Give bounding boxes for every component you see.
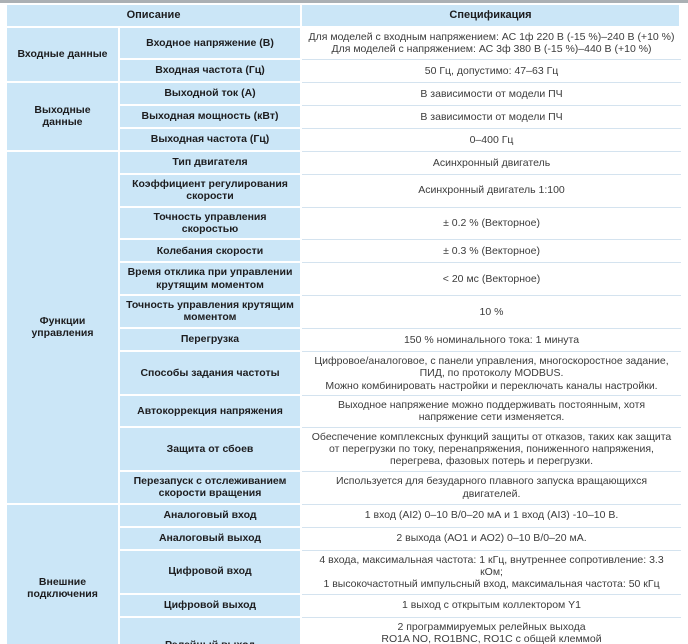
category-cell-output-data: Выходные данные [7,82,120,152]
table-row: Колебания скорости ± 0.3 % (Векторное) [7,240,682,264]
param-cell: Время отклика при управлении крутящим мо… [120,263,303,296]
category-cell-input-data: Входные данные [7,28,120,83]
param-cell: Точность управления крутящим моментом [120,296,303,329]
value-cell: Для моделей с входным напряжением: АС 1ф… [302,28,682,60]
value-cell: Используется для безударного плавного за… [302,471,682,505]
param-cell: Входное напряжение (В) [120,28,303,60]
param-cell: Перегрузка [120,328,303,352]
table-row: Выходная мощность (кВт) В зависимости от… [7,105,682,129]
value-cell: 50 Гц, допустимо: 47–63 Гц [302,59,682,83]
value-cell: 0–400 Гц [302,128,682,152]
value-cell: 4 входа, максимальная частота: 1 кГц, вн… [302,550,682,595]
param-cell: Входная частота (Гц) [120,59,303,83]
value-cell: В зависимости от модели ПЧ [302,82,682,106]
param-cell: Защита от сбоев [120,427,303,472]
param-cell: Выходной ток (А) [120,82,303,106]
column-header-specification: Спецификация [302,5,682,28]
value-cell: Обеспечение комплексных функций защиты о… [302,427,682,472]
value-cell: 150 % номинального тока: 1 минута [302,328,682,352]
table-row: Автокоррекция напряжения Выходное напряж… [7,395,682,428]
param-cell: Тип двигателя [120,151,303,175]
table-row: Входные данные Входное напряжение (В) Дл… [7,28,682,83]
param-cell: Автокоррекция напряжения [120,395,303,428]
value-cell: В зависимости от модели ПЧ [302,105,682,129]
param-cell: Аналоговый вход [120,504,303,528]
param-cell: Выходная частота (Гц) [120,128,303,152]
param-cell: Выходная мощность (кВт) [120,105,303,129]
value-cell: < 20 мс (Векторное) [302,263,682,296]
table-row: Внешние подключения Аналоговый вход 1 вх… [7,504,682,644]
table-row: Функции управления Тип двигателя Асинхро… [7,151,682,505]
value-cell: 1 вход (AI2) 0–10 В/0–20 мА и 1 вход (AI… [302,504,682,528]
value-cell: ± 0.2 % (Векторное) [302,207,682,241]
value-cell: Цифровое/аналоговое, с панели управления… [302,351,682,396]
value-cell: 2 программируемых релейных выхода RO1A N… [302,617,682,644]
table-row: Точность управления скоростью ± 0.2 % (В… [7,207,682,241]
value-cell: 10 % [302,296,682,329]
value-cell: ± 0.3 % (Векторное) [302,240,682,264]
value-cell: 2 выхода (АО1 и АО2) 0–10 В/0–20 мА. [302,527,682,551]
param-cell: Способы задания частоты [120,351,303,396]
table-row: Точность управления крутящим моментом 10… [7,296,682,329]
value-cell: Асинхронный двигатель 1:100 [302,174,682,208]
table-row: Перезапуск с отслеживанием скорости вращ… [7,471,682,505]
table-row: Аналоговый выход 2 выхода (АО1 и АО2) 0–… [7,527,682,551]
specification-table: Описание Спецификация Входные данные Вхо… [7,5,682,644]
table-row: Входная частота (Гц) 50 Гц, допустимо: 4… [7,59,682,83]
table-row: Время отклика при управлении крутящим мо… [7,263,682,296]
column-header-description: Описание [7,5,303,28]
table-row: Цифровой выход 1 выход с открытым коллек… [7,594,682,618]
param-cell: Цифровой выход [120,594,303,618]
table-row: Выходная частота (Гц) 0–400 Гц [7,128,682,152]
param-cell: Аналоговый выход [120,527,303,551]
param-cell: Релейный выход [120,617,303,644]
table-row: Перегрузка 150 % номинального тока: 1 ми… [7,328,682,352]
table-row: Релейный выход 2 программируемых релейны… [7,617,682,644]
param-cell: Колебания скорости [120,240,303,264]
table-row: Способы задания частоты Цифровое/аналого… [7,351,682,396]
value-cell: 1 выход с открытым коллектором Y1 [302,594,682,618]
category-cell-control-functions: Функции управления [7,151,120,505]
table-row: Выходные данные Выходной ток (А) В завис… [7,82,682,152]
value-cell: Асинхронный двигатель [302,151,682,175]
table-row: Цифровой вход 4 входа, максимальная част… [7,550,682,595]
table-row: Коэффициент регулирования скорости Асинх… [7,174,682,208]
param-cell: Коэффициент регулирования скорости [120,174,303,208]
value-cell: Выходное напряжение можно поддерживать п… [302,395,682,428]
param-cell: Перезапуск с отслеживанием скорости вращ… [120,471,303,505]
page-top-rule [0,0,688,3]
table-row: Защита от сбоев Обеспечение комплексных … [7,427,682,472]
category-cell-external-connections: Внешние подключения [7,504,120,644]
param-cell: Точность управления скоростью [120,207,303,241]
table-header-row: Описание Спецификация [7,5,682,28]
param-cell: Цифровой вход [120,550,303,595]
spec-table-wrap: Описание Спецификация Входные данные Вхо… [0,3,688,644]
